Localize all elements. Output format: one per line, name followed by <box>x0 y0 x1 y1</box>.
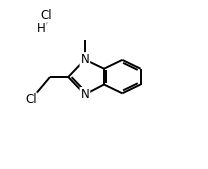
Text: N: N <box>80 88 89 101</box>
Text: Cl: Cl <box>25 93 37 106</box>
Text: Cl: Cl <box>41 9 52 22</box>
Text: N: N <box>80 53 89 66</box>
Text: H: H <box>37 22 46 35</box>
